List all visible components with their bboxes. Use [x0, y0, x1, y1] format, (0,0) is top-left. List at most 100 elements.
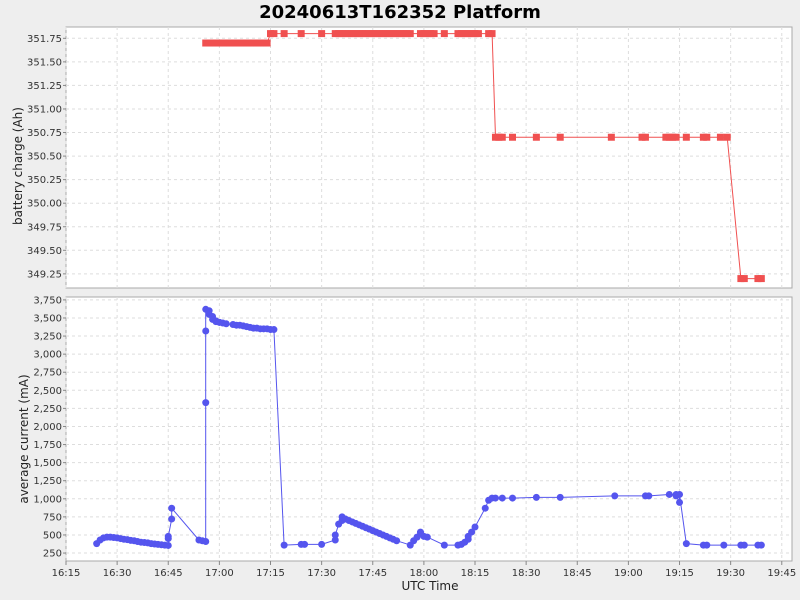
bottom-data-point — [393, 537, 401, 545]
bottom-data-point — [318, 540, 326, 548]
bottom-series — [93, 305, 765, 549]
bottom-data-point — [498, 494, 506, 502]
top-data-point — [509, 133, 517, 141]
top-ytick-label: 349.25 — [27, 269, 62, 280]
top-series — [202, 30, 765, 283]
bottom-data-point — [168, 515, 176, 523]
bottom-data-point — [440, 541, 448, 549]
xtick-label: 17:30 — [307, 568, 336, 579]
bottom-data-point — [202, 399, 210, 407]
bottom-data-point — [202, 327, 210, 335]
bottom-data-point — [468, 528, 476, 536]
x-axis-label: UTC Time — [402, 579, 459, 593]
bottom-data-point — [471, 523, 479, 531]
xtick-label: 16:15 — [52, 568, 81, 579]
bottom-data-point — [481, 504, 489, 512]
xtick-label: 16:45 — [154, 568, 183, 579]
bottom-data-point — [703, 541, 711, 549]
bottom-ytick-label: 750 — [43, 512, 62, 523]
top-ytick-label: 350.75 — [27, 128, 62, 139]
bottom-ytick-label: 2,000 — [33, 422, 62, 433]
top-data-point — [498, 133, 506, 141]
bottom-data-point — [645, 492, 653, 500]
xtick-label: 18:45 — [563, 568, 592, 579]
bottom-data-point — [556, 493, 564, 501]
top-data-point — [532, 133, 540, 141]
bottom-data-point — [491, 494, 499, 502]
bottom-ytick-label: 3,750 — [33, 295, 62, 306]
top-data-point — [440, 30, 448, 38]
top-ytick-label: 350.25 — [27, 175, 62, 186]
top-data-point — [716, 133, 724, 141]
xtick-label: 19:15 — [665, 568, 694, 579]
top-data-point — [474, 30, 482, 38]
top-ytick-label: 351.00 — [27, 104, 62, 115]
bottom-data-point — [611, 492, 619, 500]
bottom-data-point — [331, 536, 339, 544]
bottom-data-point — [168, 504, 176, 512]
xtick-label: 18:30 — [512, 568, 541, 579]
bottom-y-label: average current (mA) — [17, 374, 31, 503]
bottom-ytick-label: 2,500 — [33, 386, 62, 397]
bottom-ytick-label: 250 — [43, 549, 62, 560]
bottom-data-point — [202, 537, 210, 545]
bottom-ytick-label: 500 — [43, 530, 62, 541]
top-data-point — [607, 133, 615, 141]
bottom-data-point — [676, 490, 684, 498]
bottom-ytick-label: 2,750 — [33, 368, 62, 379]
xtick-label: 17:00 — [205, 568, 234, 579]
top-ytick-label: 350.50 — [27, 152, 62, 163]
xtick-label: 17:45 — [358, 568, 387, 579]
bottom-data-point — [280, 541, 288, 549]
xtick-label: 19:30 — [716, 568, 745, 579]
top-data-point — [430, 30, 438, 38]
bottom-ytick-label: 2,250 — [33, 404, 62, 415]
top-data-point — [723, 133, 731, 141]
chart-title: 20240613T162352 Platform — [259, 2, 541, 23]
xtick-label: 18:15 — [461, 568, 490, 579]
top-ytick-label: 351.50 — [27, 57, 62, 68]
top-ytick-label: 351.25 — [27, 81, 62, 92]
top-y-label: battery charge (Ah) — [11, 107, 25, 225]
xtick-label: 16:30 — [103, 568, 132, 579]
bottom-grid — [65, 297, 792, 561]
top-data-point — [556, 133, 564, 141]
bottom-data-point — [720, 541, 728, 549]
bottom-ytick-label: 1,500 — [33, 458, 62, 469]
top-grid — [65, 27, 792, 288]
bottom-data-point — [509, 494, 517, 502]
bottom-data-point — [665, 490, 673, 498]
top-data-point — [757, 275, 765, 283]
top-data-point — [318, 30, 326, 38]
top-ytick-label: 349.75 — [27, 222, 62, 233]
top-data-point — [672, 133, 680, 141]
xtick-label: 17:15 — [256, 568, 285, 579]
top-data-point — [740, 275, 748, 283]
bottom-data-point — [757, 541, 765, 549]
bottom-data-point — [423, 533, 431, 541]
xtick-label: 19:45 — [767, 568, 796, 579]
top-data-point — [682, 133, 690, 141]
bottom-data-point — [532, 493, 540, 501]
top-data-point — [263, 39, 271, 47]
xtick-label: 18:00 — [409, 568, 438, 579]
top-ytick-label: 349.50 — [27, 246, 62, 257]
top-data-point — [280, 30, 288, 38]
bottom-data-point — [331, 531, 339, 539]
top-y-axis: 351.75 351.50 351.25 351.00 350.75 350.50 350.… — [27, 34, 66, 280]
top-data-point — [703, 133, 711, 141]
x-axis: 16:15 16:30 16:45 17:00 17:15 17:30 17:45 18:00… — [52, 561, 796, 579]
bottom-ytick-label: 3,250 — [33, 332, 62, 343]
bottom-ytick-label: 1,250 — [33, 476, 62, 487]
bottom-y-axis: 3,750 3,500 3,250 3,000 2,750 2,500 2,250 2,000… — [33, 295, 66, 560]
top-data-point — [641, 133, 649, 141]
bottom-data-point — [301, 540, 309, 548]
bottom-data-point — [164, 541, 172, 549]
top-data-point — [270, 30, 278, 38]
bottom-ytick-label: 1,750 — [33, 440, 62, 451]
top-data-point — [297, 30, 305, 38]
bottom-data-point — [676, 498, 684, 506]
bottom-data-point — [164, 532, 172, 540]
top-data-point — [406, 30, 414, 38]
